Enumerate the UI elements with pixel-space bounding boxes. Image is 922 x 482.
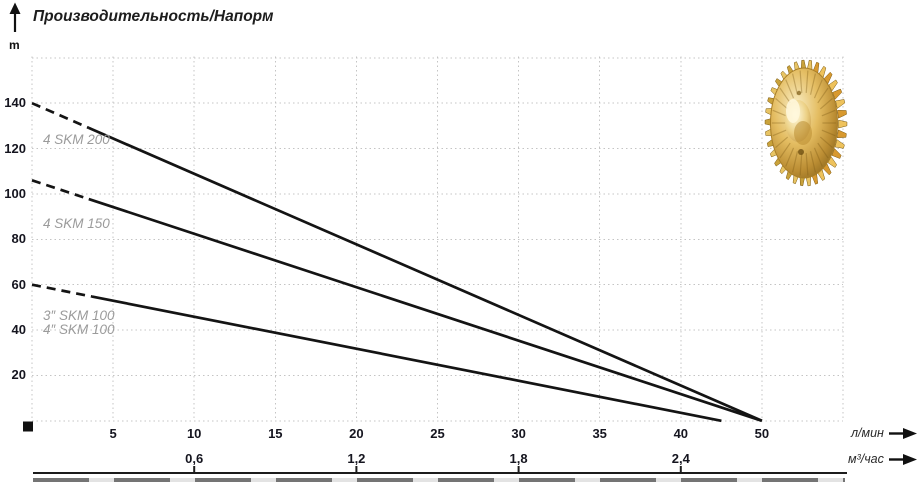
- y-tick-label-140: 140: [4, 95, 26, 111]
- y-tick-label-120: 120: [4, 140, 26, 156]
- y-tick-label-80: 80: [11, 231, 26, 247]
- x-tick-m3-hour-1: 1,2: [347, 451, 366, 466]
- x-tick-l-min-50: 50: [754, 426, 770, 441]
- x-tick-m3-hour-3: 2,4: [671, 451, 690, 466]
- cropped-table-edge: [33, 478, 845, 482]
- x-tick-l-min-25: 25: [430, 426, 445, 441]
- brass-impeller-image: [764, 59, 848, 187]
- y-tick-label-60: 60: [11, 276, 26, 292]
- x-axis-unit-m3-hour: м³/час: [848, 452, 884, 466]
- x-tick-l-min-20: 20: [349, 426, 364, 441]
- x-tick-l-min-35: 35: [592, 426, 607, 441]
- chart-title: Производительность/Напорм: [33, 8, 274, 25]
- y-tick-label-40: 40: [11, 322, 26, 338]
- origin-marker: [23, 421, 33, 432]
- axis-arrow-right-icon: [903, 428, 917, 439]
- y-axis-unit-label: m: [9, 38, 20, 52]
- x-tick-l-min-30: 30: [511, 426, 526, 441]
- x-tick-m3-hour-2: 1,8: [509, 451, 528, 466]
- axis-arrow-up-icon: [9, 2, 21, 14]
- curve-label-4skm150: 4 SKM 150: [43, 216, 110, 231]
- y-tick-label-20: 20: [11, 367, 26, 383]
- x-axis-unit-l-min: л/мин: [851, 426, 884, 440]
- x-tick-m3-hour-0: 0,6: [185, 451, 204, 466]
- curve-label-3skm100: 3″ SKM 100: [43, 308, 115, 323]
- x-tick-l-min-10: 10: [186, 426, 202, 441]
- y-tick-label-100: 100: [4, 185, 26, 201]
- axis-arrow-right-icon: [903, 454, 917, 465]
- x-tick-l-min-15: 15: [268, 426, 283, 441]
- curve-label-4skm100: 4″ SKM 100: [43, 322, 115, 337]
- x-tick-l-min-40: 40: [673, 426, 689, 441]
- curve-label-4skm200: 4 SKM 200: [43, 132, 110, 147]
- x-tick-l-min-5: 5: [109, 426, 117, 441]
